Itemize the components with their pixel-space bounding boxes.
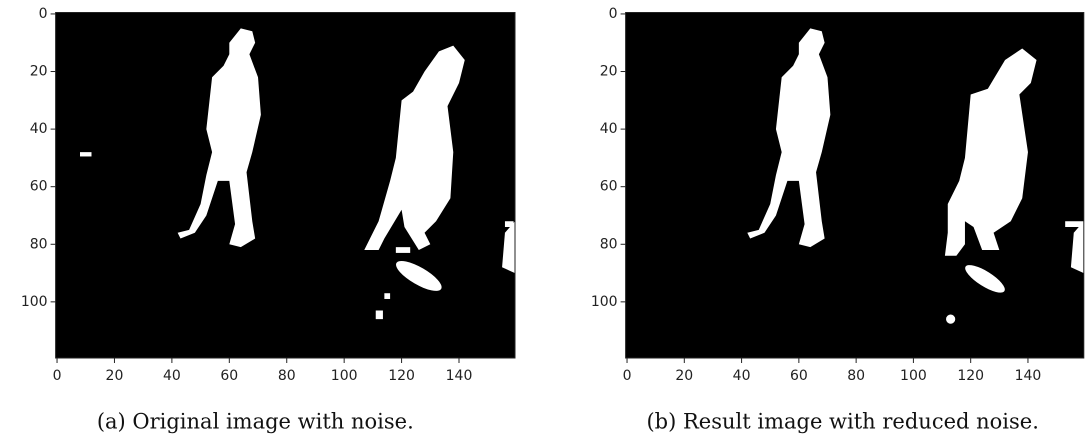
y-tick-label: 80 xyxy=(30,236,48,252)
x-tick-label: 0 xyxy=(623,368,632,384)
x-tick-label: 60 xyxy=(220,368,238,384)
figure: 0 20 40 60 80 100 120 140 0 20 40 60 80 100 (a) Origin… xyxy=(0,0,1086,437)
x-tick-label: 140 xyxy=(1015,368,1042,384)
caption: (a) Original image with noise. xyxy=(97,410,414,434)
noise xyxy=(946,315,955,324)
y-tick-label: 60 xyxy=(600,179,618,195)
y-tick-label: 60 xyxy=(30,179,48,195)
x-tick-label: 40 xyxy=(163,368,181,384)
panel: 0 20 40 60 80 100 120 140 0 20 40 60 80 100 (a) Origin… xyxy=(21,0,603,433)
panel: 0 20 40 60 80 100 120 140 0 20 40 60 80 100 (b) Result… xyxy=(591,0,1086,433)
y-tick-label: 40 xyxy=(600,121,618,137)
noise xyxy=(1065,221,1085,227)
y-tick-label: 100 xyxy=(591,294,618,310)
x-tick-label: 20 xyxy=(675,368,693,384)
x-tick-label: 80 xyxy=(847,368,865,384)
x-tick-label: 60 xyxy=(790,368,808,384)
caption: (b) Result image with reduced noise. xyxy=(646,410,1038,434)
noise xyxy=(376,310,383,319)
x-tick-label: 100 xyxy=(331,368,358,384)
x-tick-label: 120 xyxy=(388,368,415,384)
y-tick-label: 100 xyxy=(21,294,48,310)
noise xyxy=(384,293,390,299)
x-tick-label: 0 xyxy=(53,368,62,384)
x-tick-label: 100 xyxy=(900,368,927,384)
x-tick-label: 20 xyxy=(106,368,124,384)
background xyxy=(28,0,602,417)
y-tick-label: 0 xyxy=(39,6,48,22)
x-tick-label: 40 xyxy=(733,368,751,384)
y-tick-label: 20 xyxy=(600,64,618,80)
y-tick-label: 0 xyxy=(609,6,618,22)
x-tick-label: 120 xyxy=(957,368,984,384)
y-tick-label: 20 xyxy=(30,64,48,80)
noise xyxy=(505,221,514,227)
x-tick-label: 80 xyxy=(278,368,296,384)
y-tick-label: 40 xyxy=(30,121,48,137)
noise xyxy=(396,247,410,253)
noise xyxy=(80,152,91,156)
hole xyxy=(229,146,240,152)
mask-image xyxy=(598,0,1086,417)
mask-image xyxy=(28,0,602,417)
x-tick-label: 140 xyxy=(446,368,473,384)
y-tick-label: 80 xyxy=(600,236,618,252)
